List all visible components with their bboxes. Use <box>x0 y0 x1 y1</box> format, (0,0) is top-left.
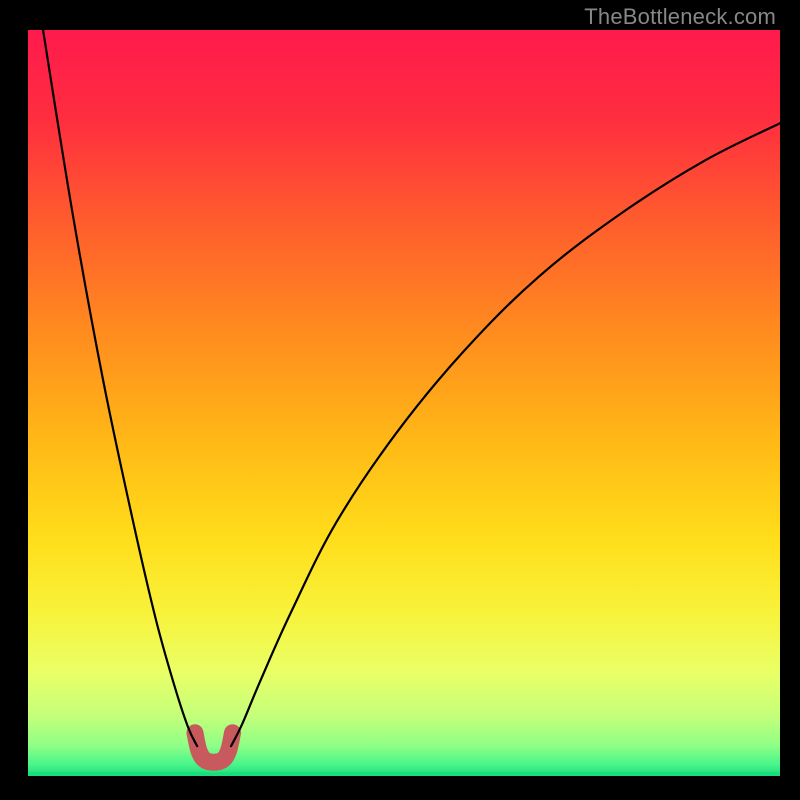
curve-right-branch <box>231 123 780 746</box>
valley-marker <box>195 733 233 763</box>
curve-layer <box>28 30 780 776</box>
curve-left-branch <box>43 30 197 746</box>
watermark-text: TheBottleneck.com <box>584 4 776 30</box>
plot-area <box>28 30 780 776</box>
chart-frame: TheBottleneck.com <box>0 0 800 800</box>
